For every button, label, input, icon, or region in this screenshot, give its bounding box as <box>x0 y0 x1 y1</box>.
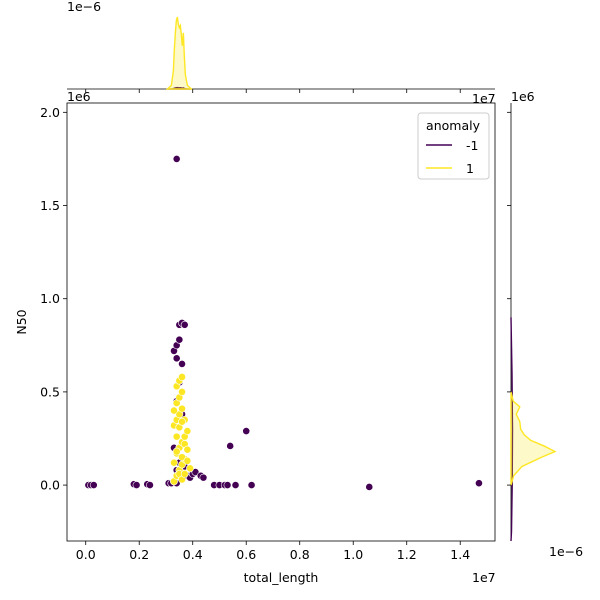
point-anomaly-1 <box>178 387 186 396</box>
point-anomaly-neg1 <box>172 354 181 363</box>
point-anomaly-neg1 <box>175 335 184 344</box>
point-anomaly-1 <box>178 404 186 413</box>
y-multiplier-right: 1e6 <box>511 89 535 104</box>
main-plot-frame <box>66 102 496 542</box>
point-anomaly-1 <box>172 447 181 456</box>
top-marginal-panel <box>67 16 495 90</box>
x-tick-label: 0.6 <box>236 547 256 562</box>
point-anomaly-1 <box>180 470 189 478</box>
scatter-points <box>84 155 483 491</box>
right-density-curve-neg1 <box>510 317 514 542</box>
legend: anomaly -1 1 <box>417 112 490 180</box>
point-anomaly-neg1 <box>231 481 240 489</box>
x-tick-label: 0.8 <box>290 547 310 562</box>
point-anomaly-neg1 <box>365 483 374 491</box>
point-anomaly-1 <box>178 373 186 381</box>
point-anomaly-neg1 <box>172 155 181 163</box>
y-tick-label: 1.0 <box>40 291 60 306</box>
x-tick-label: 0.4 <box>183 547 203 562</box>
legend-frame <box>417 112 490 180</box>
point-anomaly-1 <box>170 458 178 467</box>
x-tick-label: 1.2 <box>397 547 417 562</box>
point-anomaly-neg1 <box>146 481 154 489</box>
top-density-multiplier: 1e−6 <box>67 0 101 14</box>
point-anomaly-neg1 <box>223 481 232 489</box>
point-anomaly-neg1 <box>242 427 251 435</box>
point-anomaly-1 <box>186 464 194 473</box>
point-anomaly-neg1 <box>180 320 189 329</box>
point-anomaly-neg1 <box>247 481 256 489</box>
y-ticks: 0.0 0.5 1.0 1.5 2.0 <box>40 105 511 493</box>
y-tick-label: 2.0 <box>40 105 60 120</box>
point-anomaly-1 <box>178 417 186 426</box>
point-anomaly-neg1 <box>475 479 483 488</box>
point-anomaly-1 <box>183 456 192 465</box>
x-tick-label: 1.0 <box>343 547 363 562</box>
legend-label-1: 1 <box>466 161 474 176</box>
right-density-curve-1 <box>510 391 557 486</box>
point-anomaly-1 <box>170 406 178 415</box>
x-ticks: 0.0 0.2 0.4 0.6 0.8 1.0 1.2 1.4 <box>76 89 470 562</box>
point-anomaly-1 <box>172 432 181 441</box>
point-anomaly-neg1 <box>226 442 235 450</box>
x-tick-label: 0.2 <box>129 547 149 562</box>
x-tick-label: 1.4 <box>450 547 470 562</box>
point-anomaly-1 <box>178 453 186 462</box>
right-density-multiplier: 1e−6 <box>549 544 583 559</box>
y-tick-label: 0.0 <box>40 478 60 493</box>
legend-title: anomaly <box>426 118 481 133</box>
point-anomaly-neg1 <box>199 473 208 482</box>
y-tick-label: 1.5 <box>40 198 60 213</box>
y-multiplier: 1e6 <box>67 89 91 104</box>
point-anomaly-1 <box>183 445 192 454</box>
x-multiplier-top: 1e7 <box>472 91 496 106</box>
x-axis-label: total_length <box>244 570 319 585</box>
x-tick-label: 0.0 <box>76 547 96 562</box>
y-tick-label: 0.5 <box>40 384 60 399</box>
top-density-curve-1 <box>165 16 194 90</box>
point-anomaly-neg1 <box>178 360 186 368</box>
point-anomaly-neg1 <box>89 481 98 489</box>
point-anomaly-1 <box>183 427 192 435</box>
point-anomaly-neg1 <box>191 468 200 476</box>
y-axis-label: N50 <box>14 309 29 334</box>
x-multiplier: 1e7 <box>472 570 496 585</box>
point-anomaly-neg1 <box>132 481 141 489</box>
legend-label-neg1: -1 <box>466 138 478 153</box>
right-marginal-panel <box>510 103 557 542</box>
